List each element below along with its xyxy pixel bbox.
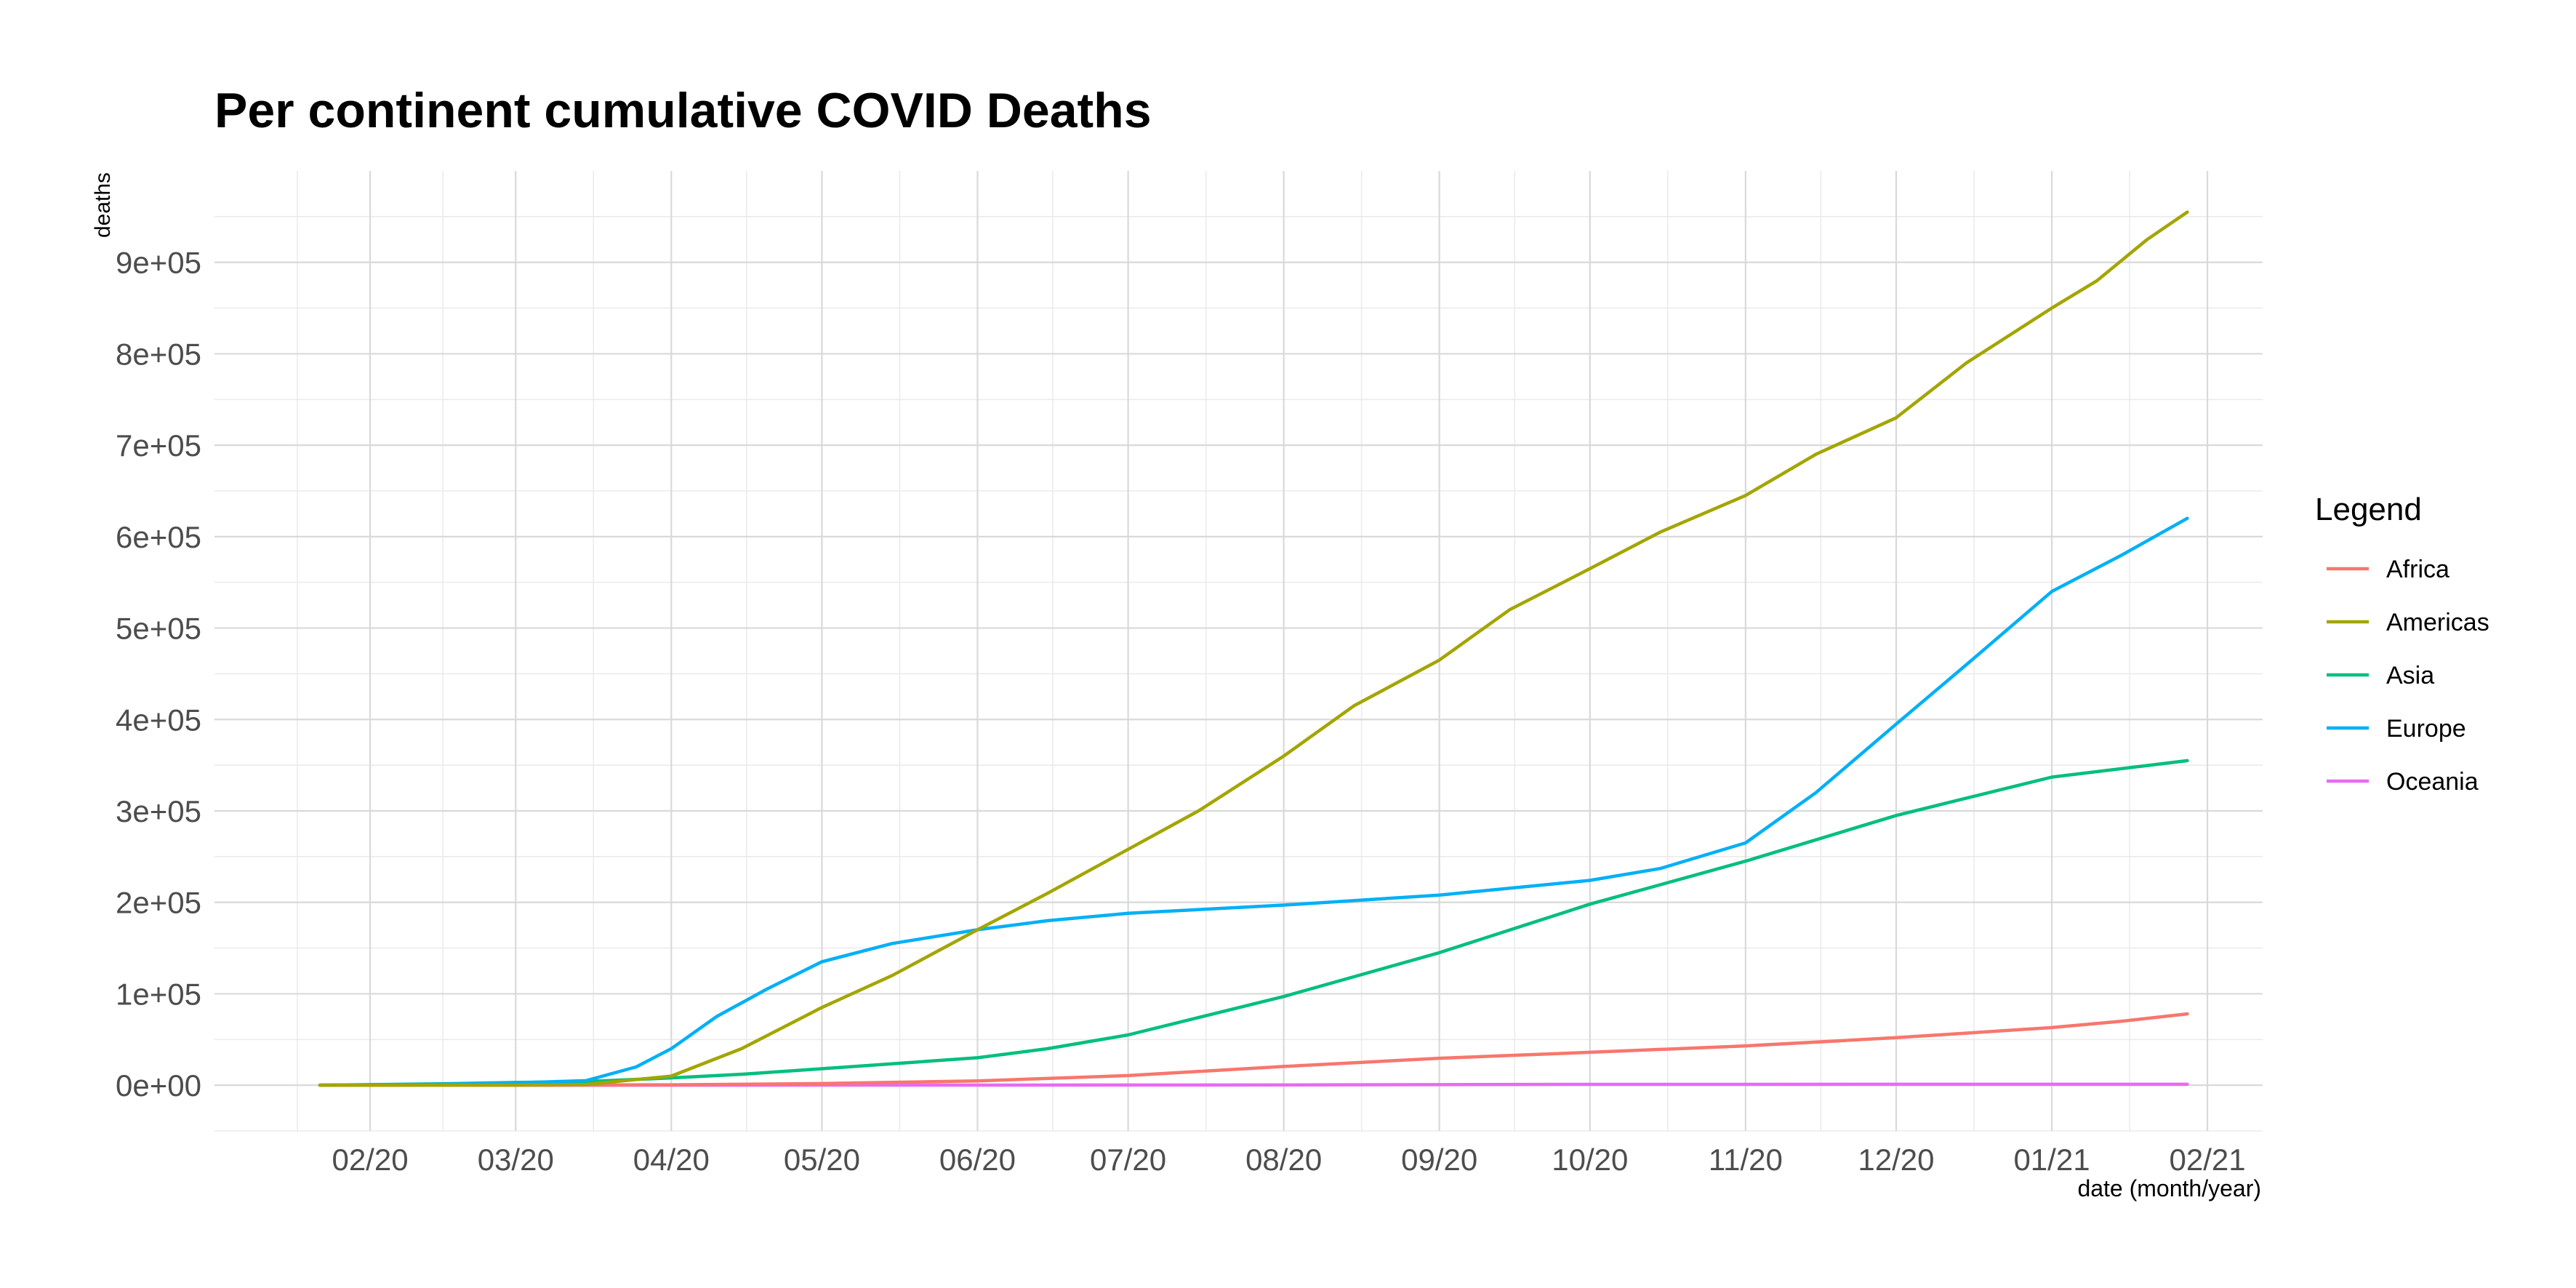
x-tick-label: 10/20 [1552, 1143, 1628, 1177]
series-line-europe [318, 516, 2189, 1087]
legend-label-asia: Asia [2386, 662, 2434, 689]
x-tick-label: 04/20 [633, 1143, 710, 1177]
x-tick-label: 09/20 [1401, 1143, 1477, 1177]
y-tick-label: 1e+05 [116, 977, 201, 1011]
legend-label-oceania: Oceania [2386, 768, 2479, 796]
y-axis-tick-labels: 0e+00 1e+05 2e+05 3e+05 4e+05 5e+05 6e+05 7e+05… [116, 246, 201, 1103]
legend-title: Legend [2315, 492, 2422, 527]
y-tick-label: 5e+05 [116, 612, 201, 646]
y-tick-label: 2e+05 [116, 886, 201, 920]
minor-gridlines [214, 171, 2263, 1132]
x-tick-label: 02/20 [332, 1143, 408, 1177]
legend-items: Africa Americas Asia Europe Oceania [2327, 556, 2489, 796]
y-tick-label: 9e+05 [116, 246, 201, 280]
x-tick-label: 01/21 [2013, 1143, 2090, 1177]
x-tick-label: 12/20 [1858, 1143, 1934, 1177]
x-tick-label: 05/20 [784, 1143, 860, 1177]
series-lines [318, 210, 2189, 1087]
y-tick-label: 8e+05 [116, 337, 201, 371]
x-tick-label: 03/20 [478, 1143, 554, 1177]
y-tick-label: 7e+05 [116, 428, 201, 463]
y-tick-label: 0e+00 [116, 1068, 201, 1103]
y-tick-label: 3e+05 [116, 794, 201, 828]
y-tick-label: 6e+05 [116, 520, 201, 554]
x-axis-label: date (month/year) [2077, 1175, 2261, 1201]
x-axis-tick-labels: 02/20 03/20 04/20 05/20 06/20 07/20 08/20 09/20… [332, 1143, 2245, 1177]
x-tick-label: 02/21 [2169, 1143, 2245, 1177]
chart-title: Per continent cumulative COVID Deaths [214, 83, 1152, 138]
legend-label-africa: Africa [2386, 556, 2449, 583]
x-tick-label: 07/20 [1090, 1143, 1166, 1177]
legend: Legend Africa Americas Asia Europe Oceania [2315, 492, 2489, 796]
x-tick-label: 08/20 [1245, 1143, 1322, 1177]
y-axis-label: deaths [91, 172, 115, 238]
legend-label-americas: Americas [2386, 609, 2489, 636]
legend-label-europe: Europe [2386, 715, 2466, 743]
x-tick-label: 11/20 [1709, 1143, 1783, 1177]
x-tick-label: 06/20 [939, 1143, 1016, 1177]
series-line-africa [318, 1012, 2189, 1087]
y-tick-label: 4e+05 [116, 703, 201, 737]
series-line-americas [318, 210, 2189, 1087]
